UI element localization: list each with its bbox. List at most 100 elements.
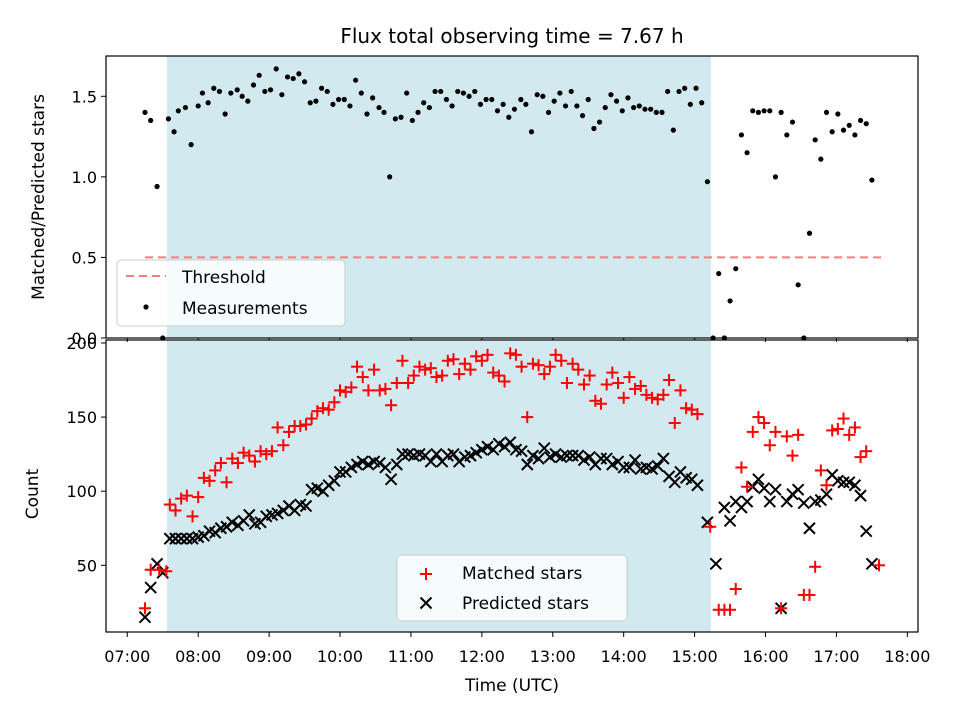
matched-star-point: [504, 347, 517, 360]
matched-star-point: [458, 357, 471, 370]
predicted-star-point: [791, 483, 805, 496]
matched-star-point: [379, 382, 392, 395]
measurement-point: [175, 108, 181, 114]
measurement-point: [772, 174, 779, 180]
measurement-point: [676, 88, 682, 95]
matched-star-point: [282, 425, 295, 438]
legend-predicted-label: Predicted stars: [462, 594, 589, 614]
predicted-star-point: [820, 487, 833, 501]
matched-star-point: [169, 504, 182, 517]
matched-star-point: [265, 445, 278, 458]
y-tick-label: 100: [66, 482, 97, 501]
matched-star-point: [786, 449, 799, 462]
measurement-point: [142, 109, 148, 115]
matched-star-point: [385, 399, 398, 412]
matched-star-point: [214, 457, 227, 470]
predicted-star-point: [623, 461, 636, 474]
matched-star-point: [623, 371, 636, 384]
predicted-star-point: [333, 465, 347, 479]
matched-star-point: [192, 491, 205, 504]
matched-star-point: [763, 439, 776, 452]
measurement-point: [619, 108, 625, 114]
matched-star-point: [606, 366, 619, 379]
matched-star-point: [186, 510, 199, 523]
measurement-point: [222, 111, 228, 117]
matched-star-point: [453, 368, 466, 381]
matched-star-point: [577, 378, 590, 391]
measurement-point: [574, 103, 580, 109]
predicted-star-point: [763, 495, 776, 508]
measurement-point: [404, 90, 410, 96]
matched-star-point: [351, 360, 364, 373]
matched-star-point: [231, 457, 244, 470]
matched-star-point: [362, 384, 375, 397]
x-tick-label: 08:00: [175, 647, 221, 666]
measurement-point: [642, 106, 648, 112]
matched-star-point: [447, 353, 460, 366]
measurement-point: [755, 109, 762, 115]
y-tick-label: 200: [66, 334, 97, 353]
matched-star-point: [612, 376, 625, 389]
predicted-star-point: [180, 532, 194, 545]
matched-star-point: [657, 388, 670, 401]
bottom-y-axis: 50 100 150 200: [66, 334, 106, 575]
matched-star-point: [436, 369, 449, 382]
predicted-star-point: [594, 452, 608, 465]
top-legend: Threshold Measurements: [116, 259, 346, 327]
y-tick-label: 50: [77, 556, 97, 575]
predicted-star-point: [243, 508, 256, 522]
measurement-point: [290, 75, 296, 82]
measurement-point: [245, 98, 251, 104]
predicted-star-point: [144, 581, 157, 594]
predicted-star-point: [430, 447, 443, 461]
measurement-point: [829, 129, 835, 135]
predicted-star-point: [424, 455, 438, 468]
matched-star-point: [175, 492, 188, 505]
measurement-point: [653, 109, 659, 115]
measurement-point: [341, 96, 347, 103]
measurement-point: [670, 127, 676, 133]
measurement-point: [551, 98, 557, 104]
matched-star-point: [368, 363, 381, 376]
measurement-point: [234, 87, 240, 93]
measurement-point: [307, 100, 313, 106]
predicted-star-point: [709, 557, 723, 571]
measurement-point: [562, 103, 569, 109]
matched-star-point: [277, 439, 290, 452]
measurement-point: [228, 90, 234, 96]
matched-star-point: [481, 348, 494, 361]
matched-star-point: [538, 368, 551, 381]
predicted-star-point: [299, 499, 313, 513]
matched-star-point: [197, 471, 210, 484]
measurement-point: [608, 92, 614, 98]
measurement-point: [602, 104, 608, 111]
predicted-star-point: [651, 459, 664, 473]
measurement-point: [364, 111, 370, 117]
measurement-point: [432, 88, 438, 95]
bottom-y-axis-label: Count: [23, 468, 43, 519]
measurement-point: [784, 132, 790, 138]
predicted-star-point: [515, 444, 528, 458]
matched-star-point: [209, 464, 222, 477]
measurement-point: [761, 108, 767, 114]
measurement-point: [398, 114, 404, 120]
measurement-point: [409, 117, 415, 124]
predicted-star-point: [566, 449, 579, 462]
matched-star-point: [515, 360, 528, 373]
predicted-star-point: [780, 495, 794, 508]
legend-box: [116, 259, 346, 327]
measurement-point: [483, 96, 489, 103]
measurement-point: [738, 132, 745, 138]
matched-star-point: [769, 425, 782, 438]
measurement-point: [687, 101, 693, 107]
measurement-point: [165, 116, 172, 122]
predicted-star-point: [740, 495, 754, 508]
matched-star-point: [872, 559, 885, 572]
x-tick-label: 07:00: [104, 647, 150, 666]
predicted-star-point: [163, 532, 177, 545]
predicted-star-point: [723, 514, 737, 528]
measurement-point: [789, 119, 796, 125]
x-tick-label: 14:00: [601, 647, 647, 666]
measurement-point: [579, 113, 586, 119]
measurement-point: [835, 111, 841, 117]
